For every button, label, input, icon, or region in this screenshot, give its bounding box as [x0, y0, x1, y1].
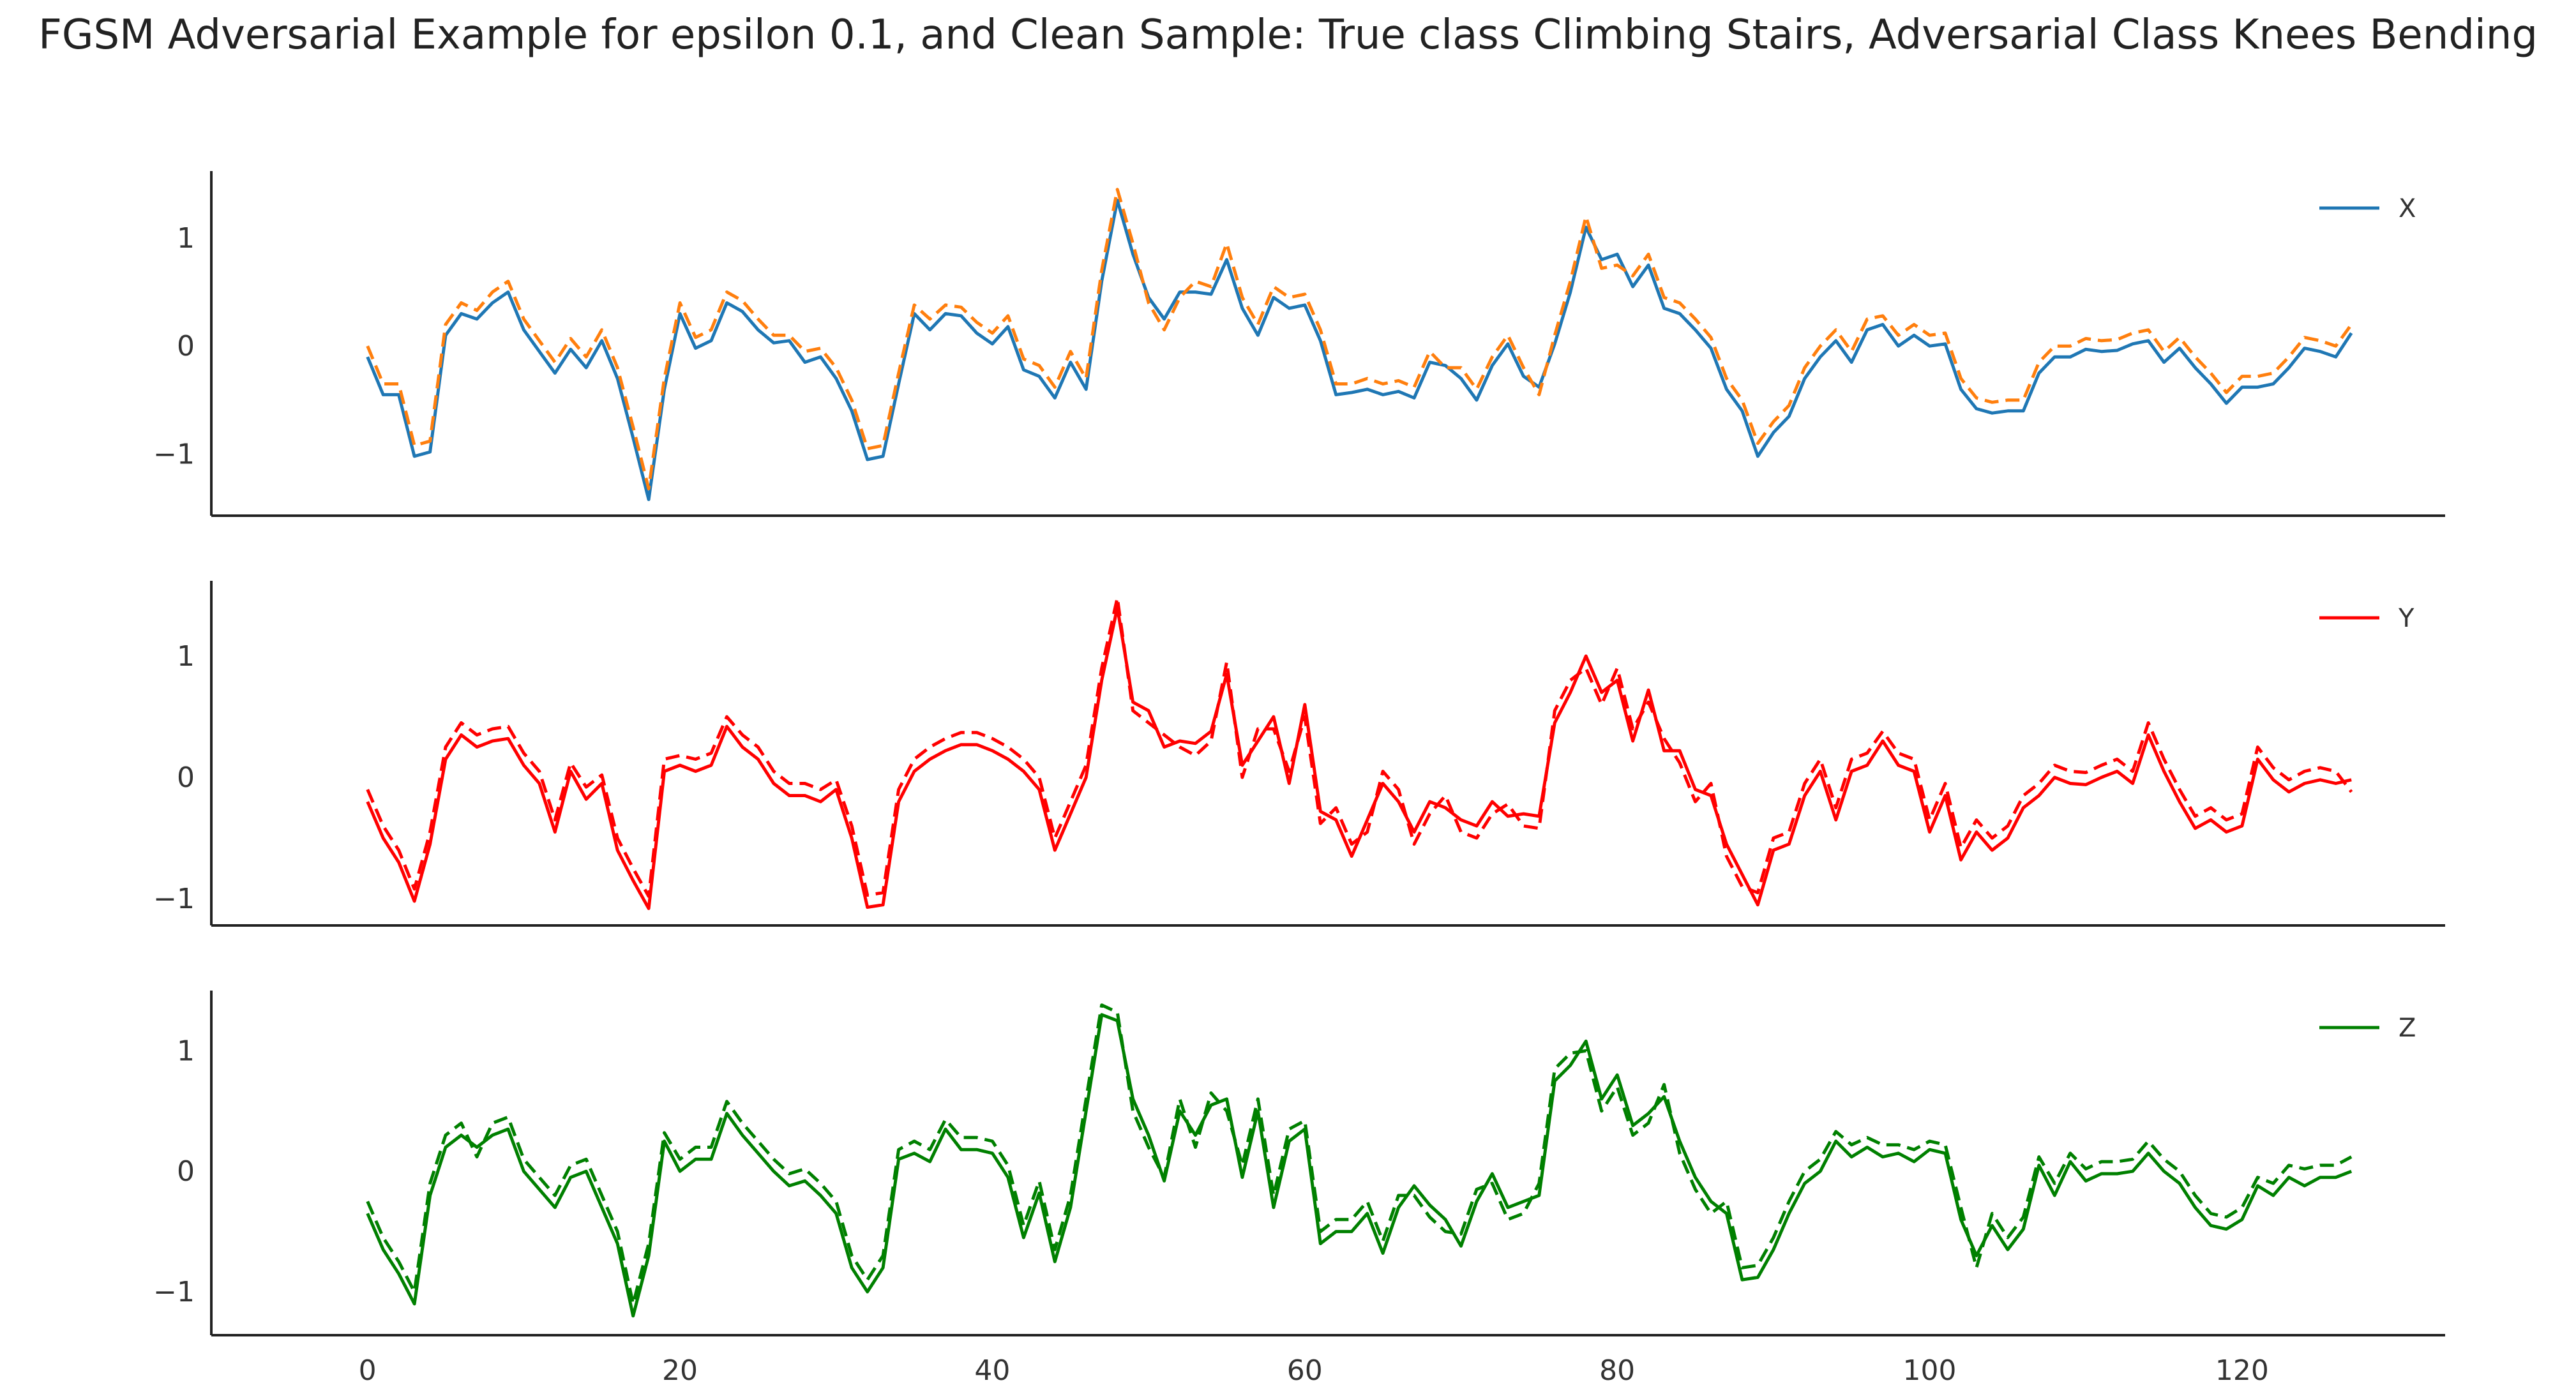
clean-series-line	[366, 198, 2353, 502]
y-tick-label: 0	[177, 1155, 195, 1188]
y-tick-label: −1	[153, 438, 195, 471]
x-tick-label: 120	[2215, 1354, 2269, 1387]
panel-x: −1 0 1 X	[153, 171, 2445, 517]
adversarial-series-line	[366, 1003, 2353, 1306]
adversarial-series-line	[366, 596, 2353, 898]
y-tick-label: −1	[153, 883, 195, 915]
legend-label: Z	[2399, 1014, 2416, 1043]
y-tick-label: −1	[153, 1276, 195, 1308]
legend-label: Y	[2398, 604, 2414, 633]
x-tick-label: 40	[974, 1354, 1010, 1387]
x-tick-label: 20	[662, 1354, 698, 1387]
y-tick-label: 0	[177, 330, 195, 363]
x-tick-label: 0	[359, 1354, 377, 1387]
panel-y: −1 0 1 Y	[153, 581, 2445, 927]
x-tick-label: 60	[1287, 1354, 1323, 1387]
y-tick-label: 0	[177, 761, 195, 794]
adversarial-series-line	[366, 188, 2353, 491]
legend-label: X	[2399, 194, 2416, 223]
clean-series-line	[366, 1013, 2353, 1318]
clean-series-line	[366, 606, 2352, 910]
panel-z: −1 0 1 Z 0 20 40 60 80 100 120	[153, 991, 2445, 1387]
y-tick-label: 1	[177, 640, 195, 673]
x-tick-label: 100	[1903, 1354, 1957, 1387]
y-tick-label: 1	[177, 222, 195, 255]
x-tick-label: 80	[1599, 1354, 1635, 1387]
chart-title: FGSM Adversarial Example for epsilon 0.1…	[38, 11, 2538, 59]
y-tick-label: 1	[177, 1035, 195, 1067]
